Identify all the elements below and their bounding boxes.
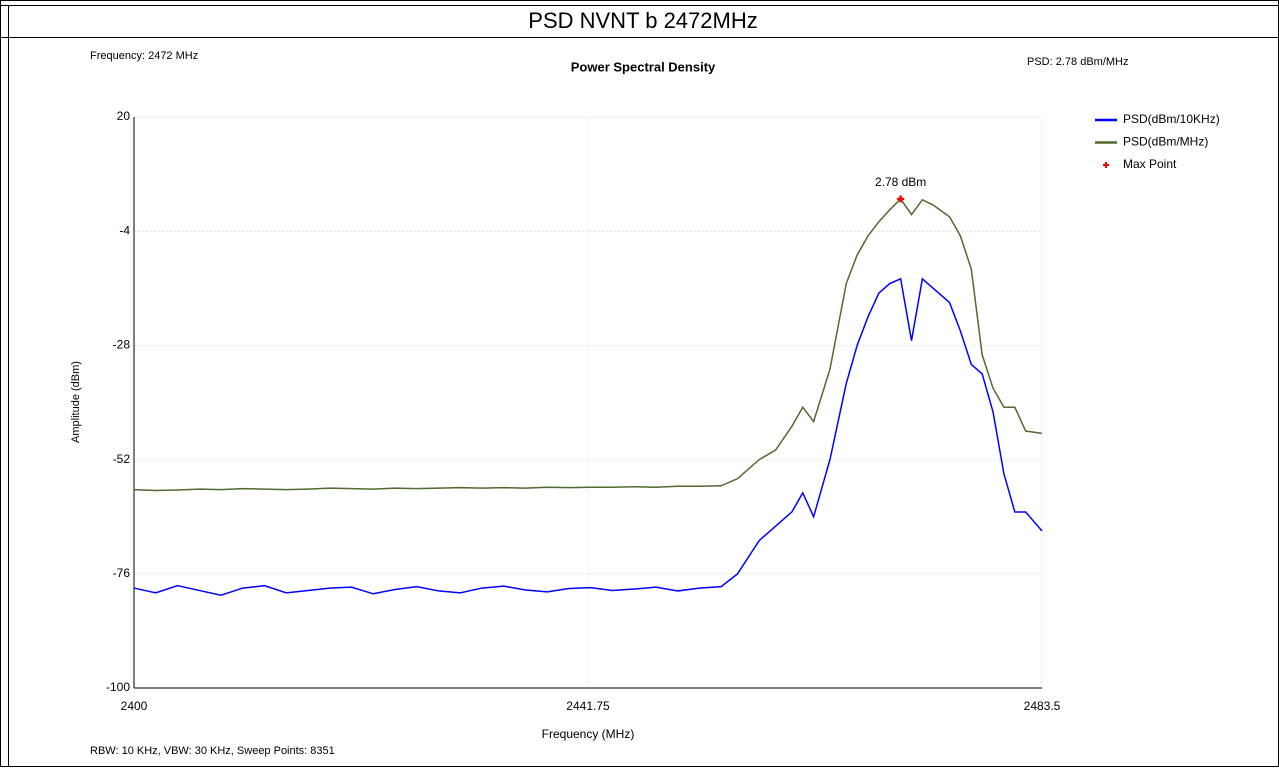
y-tick-label: -76 xyxy=(113,566,131,580)
max-point-label: 2.78 dBm xyxy=(875,175,926,189)
legend-label: Max Point xyxy=(1123,157,1177,171)
series-line xyxy=(133,197,1043,492)
x-axis-label: Frequency (MHz) xyxy=(542,727,635,741)
legend-label: PSD(dBm/MHz) xyxy=(1123,135,1208,149)
legend-swatch xyxy=(1103,162,1109,168)
y-tick-label: -4 xyxy=(119,223,130,237)
y-axis-label: Amplitude (dBm) xyxy=(70,361,82,443)
chart-title: Power Spectral Density xyxy=(571,59,716,74)
max-point xyxy=(897,195,905,203)
footer: RBW: 10 KHz, VBW: 30 KHz, Sweep Points: … xyxy=(90,745,335,757)
y-tick-label: -52 xyxy=(113,452,131,466)
info-right: PSD: 2.78 dBm/MHz xyxy=(1027,56,1128,68)
info-left: Frequency: 2472 MHz xyxy=(90,50,198,62)
y-tick-label: 20 xyxy=(117,109,131,123)
series-line xyxy=(133,277,1043,596)
legend-label: PSD(dBm/10KHz) xyxy=(1123,112,1220,126)
x-tick-label: 2441.75 xyxy=(566,699,610,713)
x-tick-label: 2483.5 xyxy=(1024,699,1061,713)
y-tick-label: -28 xyxy=(113,338,131,352)
header: PSD NVNT b 2472MHz xyxy=(528,8,757,33)
y-tick-label: -100 xyxy=(106,680,130,694)
x-tick-label: 2400 xyxy=(121,699,148,713)
